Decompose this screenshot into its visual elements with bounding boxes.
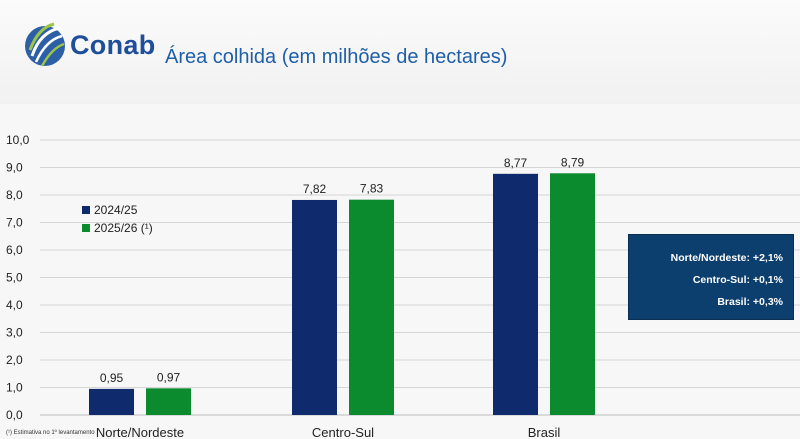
y-tick-label: 6,0	[6, 243, 23, 257]
infobox-line-brasil: Brasil: +0,3%	[717, 296, 783, 308]
y-tick-label: 10,0	[6, 133, 30, 147]
slide-header: Conab Área colhida (em milhões de hectar…	[0, 0, 800, 105]
legend-item-2024-25: 2024/25	[82, 201, 153, 219]
legend-item-2025-26: 2025/26 (¹)	[82, 219, 153, 237]
data-label: 7,82	[303, 182, 327, 196]
infobox-line-centro-sul: Centro-Sul: +0,1%	[692, 274, 783, 286]
y-tick-label: 4,0	[6, 298, 23, 312]
x-category-label: Norte/Nordeste	[96, 425, 184, 439]
legend-label-2024-25: 2024/25	[94, 203, 138, 217]
y-tick-label: 3,0	[6, 326, 23, 340]
y-tick-label: 5,0	[6, 271, 23, 285]
bar	[349, 199, 394, 415]
data-label: 0,95	[100, 371, 124, 385]
footnote: (¹) Estimativa no 1º levantamento	[6, 430, 95, 436]
data-label: 8,79	[561, 155, 585, 169]
y-tick-label: 9,0	[6, 161, 23, 175]
variation-infobox: Norte/Nordeste: +2,1% Centro-Sul: +0,1% …	[628, 234, 794, 320]
data-label: 0,97	[157, 370, 181, 384]
infobox-line-norte-nordeste: Norte/Nordeste: +2,1%	[670, 252, 783, 264]
bar	[550, 173, 595, 415]
slide-title: Área colhida (em milhões de hectares)	[165, 46, 508, 68]
y-tick-label: 0,0	[6, 408, 23, 422]
data-label: 7,83	[360, 182, 384, 196]
y-tick-label: 7,0	[6, 216, 23, 230]
y-tick-label: 8,0	[6, 188, 23, 202]
bar	[292, 199, 337, 415]
logo-text: Conab	[70, 30, 156, 60]
y-tick-label: 2,0	[6, 353, 23, 367]
legend-swatch-2024-25	[82, 206, 90, 214]
chart-legend: 2024/25 2025/26 (¹)	[82, 201, 153, 237]
legend-swatch-2025-26	[82, 224, 90, 232]
bar	[146, 388, 191, 415]
x-category-label: Brasil	[528, 425, 561, 439]
legend-label-2025-26: 2025/26 (¹)	[94, 221, 153, 235]
y-tick-label: 1,0	[6, 381, 23, 395]
data-label: 8,77	[504, 156, 528, 170]
x-category-label: Centro-Sul	[312, 425, 374, 439]
bar	[89, 388, 134, 415]
conab-logo-icon	[25, 22, 65, 67]
bar	[493, 173, 538, 415]
